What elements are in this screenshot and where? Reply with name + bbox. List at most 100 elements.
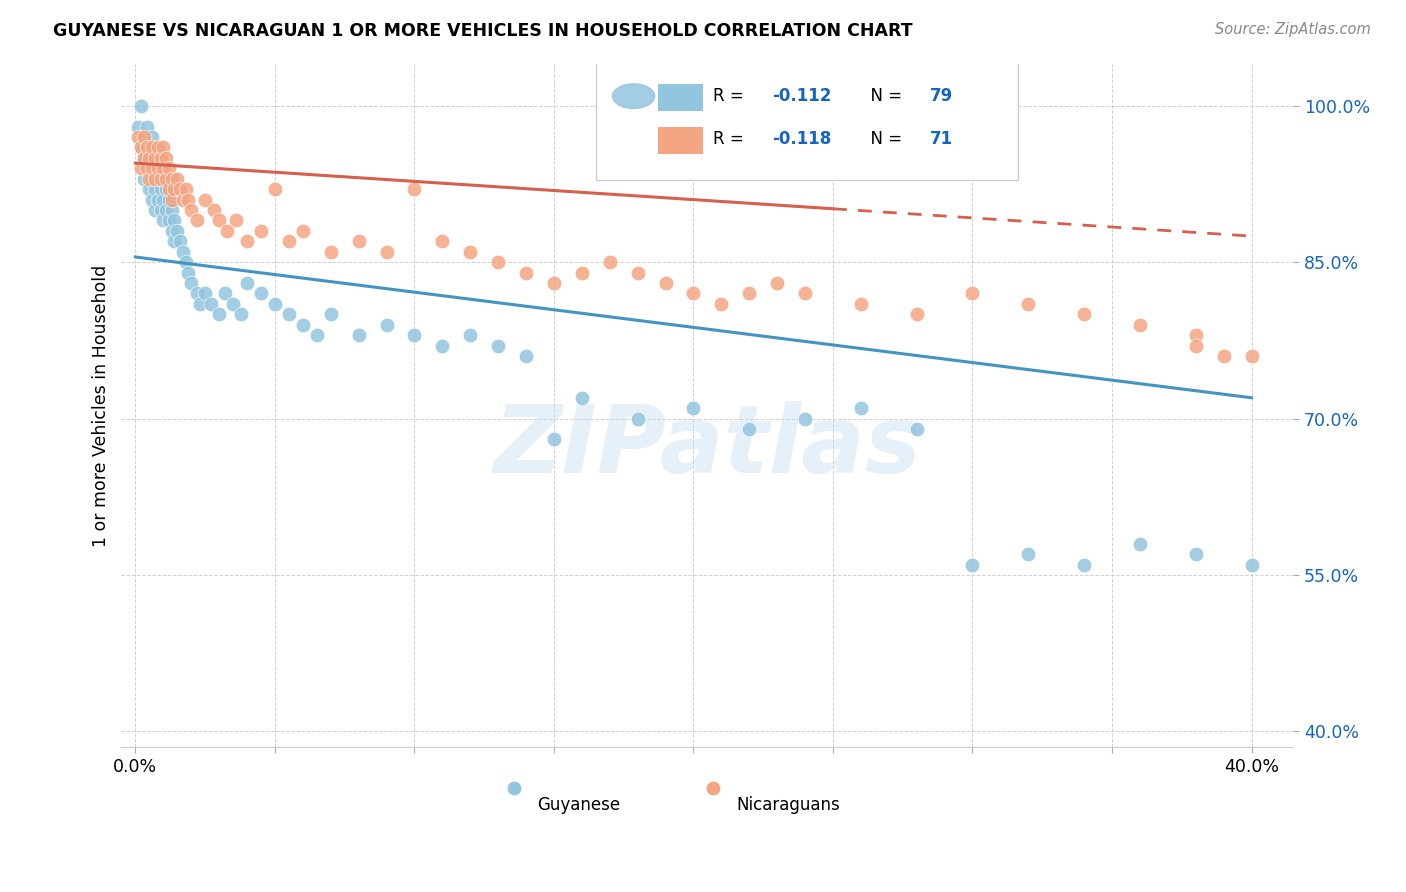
Point	[146, 140, 169, 154]
Point	[432, 235, 454, 249]
Text: Nicaraguans: Nicaraguans	[737, 797, 841, 814]
Point	[127, 120, 149, 134]
Point	[794, 286, 817, 301]
FancyBboxPatch shape	[658, 84, 703, 112]
Point	[250, 224, 273, 238]
Point	[208, 307, 231, 321]
Point	[146, 151, 169, 165]
Point	[169, 182, 191, 196]
Point	[129, 99, 152, 113]
Point	[188, 297, 211, 311]
Point	[138, 151, 160, 165]
Point	[231, 307, 253, 321]
Point	[174, 182, 197, 196]
Point	[129, 140, 152, 154]
Point	[141, 140, 163, 154]
Point	[138, 140, 160, 154]
Point	[627, 266, 650, 280]
Point	[202, 202, 225, 217]
Point	[277, 235, 299, 249]
Point	[157, 161, 180, 176]
Point	[347, 328, 370, 343]
Point	[166, 171, 188, 186]
Point	[905, 307, 928, 321]
Point	[486, 255, 509, 269]
Point	[1017, 547, 1039, 561]
Point	[1073, 558, 1095, 572]
Text: GUYANESE VS NICARAGUAN 1 OR MORE VEHICLES IN HOUSEHOLD CORRELATION CHART: GUYANESE VS NICARAGUAN 1 OR MORE VEHICLE…	[53, 22, 912, 40]
Point	[404, 182, 426, 196]
Point	[143, 182, 166, 196]
Point	[146, 171, 169, 186]
Point	[319, 244, 342, 259]
Point	[149, 171, 172, 186]
Point	[138, 171, 160, 186]
Point	[1240, 558, 1263, 572]
Point	[1240, 349, 1263, 363]
Point	[180, 202, 202, 217]
Point	[166, 224, 188, 238]
Point	[141, 171, 163, 186]
Point	[141, 151, 163, 165]
Point	[1129, 318, 1152, 332]
Point	[152, 193, 174, 207]
Point	[404, 328, 426, 343]
Point	[132, 151, 155, 165]
Point	[222, 297, 245, 311]
Point	[152, 213, 174, 227]
Point	[127, 130, 149, 145]
Point	[738, 286, 761, 301]
Point	[155, 171, 177, 186]
Point	[174, 255, 197, 269]
Point	[186, 213, 208, 227]
Point	[132, 171, 155, 186]
Point	[375, 244, 398, 259]
Text: N =: N =	[859, 87, 907, 105]
Point	[186, 286, 208, 301]
Point	[236, 276, 259, 290]
Point	[225, 213, 247, 227]
Point	[180, 276, 202, 290]
Point	[905, 422, 928, 436]
Point	[458, 244, 481, 259]
FancyBboxPatch shape	[596, 61, 1018, 180]
Point	[1184, 547, 1206, 561]
Point	[129, 140, 152, 154]
Point	[515, 266, 537, 280]
Point	[849, 401, 872, 416]
Point	[155, 182, 177, 196]
Text: ZIPatlas: ZIPatlas	[494, 401, 921, 492]
Point	[143, 161, 166, 176]
Text: Guyanese: Guyanese	[537, 797, 620, 814]
Point	[163, 213, 186, 227]
Point	[194, 286, 217, 301]
Point	[146, 193, 169, 207]
Point	[794, 411, 817, 425]
Point	[177, 193, 200, 207]
Point	[1212, 349, 1234, 363]
Point	[143, 140, 166, 154]
Point	[143, 171, 166, 186]
Point	[277, 307, 299, 321]
Point	[264, 182, 287, 196]
Point	[132, 151, 155, 165]
Point	[291, 318, 314, 332]
Point	[682, 286, 704, 301]
Point	[627, 411, 650, 425]
Text: -0.112: -0.112	[772, 87, 831, 105]
Point	[157, 193, 180, 207]
Point	[766, 276, 789, 290]
Point	[143, 202, 166, 217]
Point	[200, 297, 222, 311]
Point	[155, 202, 177, 217]
Text: R =: R =	[713, 87, 749, 105]
Point	[738, 422, 761, 436]
Point	[347, 235, 370, 249]
Point	[129, 161, 152, 176]
Point	[1129, 537, 1152, 551]
Point	[319, 307, 342, 321]
Point	[654, 276, 676, 290]
Y-axis label: 1 or more Vehicles in Household: 1 or more Vehicles in Household	[93, 264, 110, 547]
Point	[135, 120, 157, 134]
Point	[135, 140, 157, 154]
